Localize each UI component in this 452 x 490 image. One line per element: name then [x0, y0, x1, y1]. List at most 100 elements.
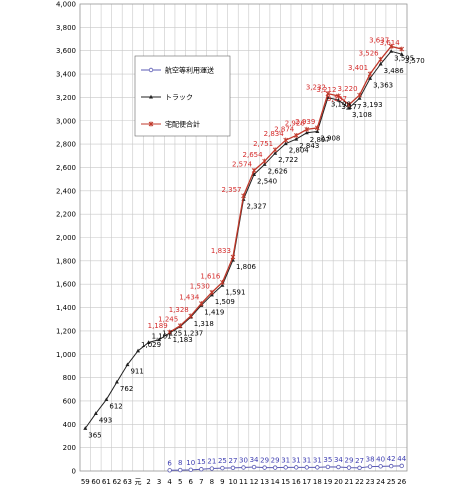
plot-frame — [79, 3, 408, 472]
data-point — [157, 337, 162, 342]
legend-label: トラック — [165, 94, 193, 102]
data-label: 3,614 — [380, 39, 401, 47]
data-point — [178, 467, 183, 473]
y-tick-label: 0 — [72, 468, 76, 476]
data-point — [230, 465, 236, 471]
x-tick-label: 8 — [210, 478, 214, 486]
data-label: 2,751 — [253, 140, 273, 148]
data-point — [209, 466, 215, 471]
data-point — [167, 468, 172, 473]
data-label: 1,318 — [194, 320, 214, 328]
data-label: 1,183 — [173, 336, 193, 344]
data-point — [389, 49, 394, 53]
data-label: 3,570 — [405, 57, 425, 65]
data-label: 3,108 — [352, 111, 372, 119]
data-label: 3,220 — [337, 85, 357, 93]
data-label: 1,237 — [183, 330, 203, 338]
data-label: 1,125 — [162, 330, 182, 338]
data-label: 29 — [260, 457, 269, 465]
legend-label: 航空等利用運送 — [165, 66, 214, 75]
data-label: 1,245 — [158, 316, 178, 324]
data-point — [315, 129, 320, 133]
x-tick-label: 23 — [366, 478, 375, 486]
data-point — [294, 136, 299, 141]
data-label: 1,616 — [200, 272, 221, 280]
x-tick-label: 59 — [81, 478, 90, 486]
data-label: 365 — [88, 431, 101, 439]
x-tick-label: 3 — [157, 478, 161, 486]
x-tick-label: 6 — [189, 478, 194, 486]
data-label: 42 — [387, 455, 396, 463]
data-point — [83, 426, 88, 430]
data-point — [336, 97, 341, 102]
data-point — [315, 125, 320, 131]
data-label: 3,198 — [331, 101, 351, 109]
y-tick-label: 600 — [63, 397, 76, 405]
x-tick-label: 4 — [167, 478, 172, 486]
data-label: 34 — [250, 456, 259, 464]
y-tick-label: 2,000 — [56, 234, 76, 242]
data-point — [304, 130, 309, 135]
y-tick-label: 2,400 — [56, 187, 76, 195]
data-label: 27 — [355, 457, 364, 465]
x-tick-label: 12 — [250, 478, 259, 486]
data-point — [357, 465, 362, 471]
data-label: 2,908 — [320, 134, 340, 142]
data-point — [357, 92, 362, 98]
data-label: 38 — [366, 456, 375, 464]
data-label: 35 — [323, 456, 332, 464]
data-label: 1,189 — [148, 322, 168, 330]
data-label: 1,806 — [236, 263, 257, 271]
data-point — [378, 61, 383, 66]
data-label: 25 — [218, 457, 227, 465]
data-point — [114, 379, 119, 384]
data-point — [336, 464, 341, 470]
data-point — [272, 465, 278, 470]
x-tick-label: 11 — [239, 478, 248, 486]
y-tick-label: 3,600 — [56, 47, 76, 55]
y-tick-label: 1,800 — [56, 257, 76, 265]
y-tick-label: 1,600 — [56, 281, 76, 289]
data-point — [272, 147, 278, 153]
x-tick-label: 17 — [302, 478, 311, 486]
data-label: 1,029 — [141, 341, 161, 349]
data-label: 2,722 — [278, 156, 298, 164]
x-tick-label: 10 — [228, 478, 237, 486]
data-point — [220, 279, 225, 285]
data-label: 31 — [292, 456, 301, 464]
data-label: 2,939 — [295, 118, 315, 126]
data-label: 8 — [178, 459, 182, 467]
y-tick-label: 2,200 — [56, 211, 76, 219]
data-label: 1,530 — [190, 282, 210, 290]
data-point — [220, 465, 225, 471]
x-tick-label: 2 — [146, 478, 150, 486]
y-tick-label: 200 — [63, 444, 76, 452]
data-label: 2,926 — [285, 119, 306, 127]
data-label: 3,363 — [373, 81, 393, 89]
data-label: 29 — [345, 457, 354, 465]
y-tick-label: 4,000 — [56, 1, 76, 9]
data-label: 3,177 — [341, 103, 361, 111]
legend-marker — [148, 121, 154, 127]
data-label: 2,357 — [221, 186, 241, 194]
x-tick-label: 26 — [397, 478, 406, 486]
data-point — [188, 313, 194, 319]
data-point — [104, 397, 109, 402]
data-point — [283, 141, 288, 146]
data-point — [283, 137, 289, 143]
data-point — [346, 105, 351, 110]
y-tick-label: 400 — [63, 421, 76, 429]
data-label: 31 — [281, 456, 290, 464]
data-point — [304, 465, 309, 470]
data-point — [93, 411, 98, 415]
y-tick-label: 1,400 — [56, 304, 76, 312]
grid — [79, 3, 408, 472]
x-tick-label: 元 — [135, 478, 142, 486]
x-tick-label: 24 — [376, 478, 385, 486]
data-label: 1,833 — [211, 247, 231, 255]
x-tick-label: 14 — [271, 478, 280, 486]
data-point — [241, 193, 246, 199]
data-point — [209, 289, 215, 295]
y-tick-label: 3,800 — [56, 24, 76, 32]
x-tick-label: 19 — [323, 478, 332, 486]
